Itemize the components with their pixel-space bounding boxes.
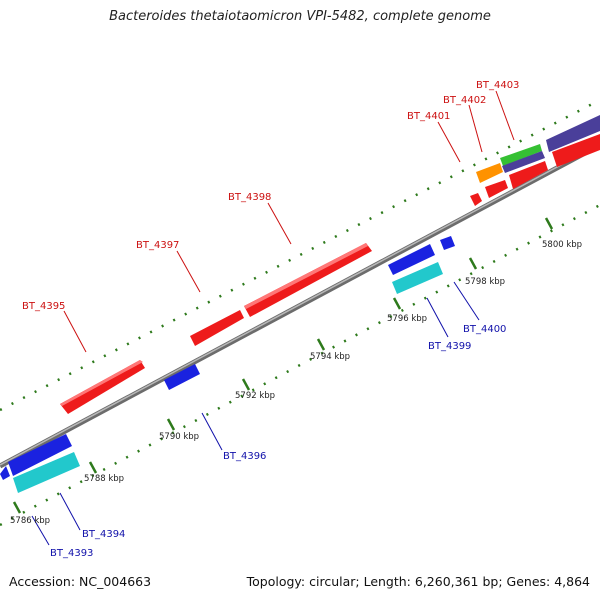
scale-label: 5788 kbp bbox=[84, 474, 124, 484]
gene-label-bt4394[interactable]: BT_4394 bbox=[82, 529, 125, 540]
cyan-gene-arrows bbox=[13, 262, 443, 493]
feature-arrow-purple[interactable] bbox=[502, 151, 545, 173]
reverse-tick-track bbox=[0, 203, 600, 527]
gene-arrow-bt4397[interactable] bbox=[190, 310, 244, 346]
scale-label: 5786 kbp bbox=[10, 516, 50, 526]
cyan-arrow-left[interactable] bbox=[13, 452, 80, 493]
gene-arrow-bt4393[interactable] bbox=[0, 466, 10, 480]
gene-arrow-bt4396[interactable] bbox=[164, 364, 200, 390]
gene-arrow-bt4403b[interactable] bbox=[509, 161, 548, 189]
gene-highlight bbox=[244, 243, 368, 309]
gene-label-bt4396[interactable]: BT_4396 bbox=[223, 451, 266, 462]
scale-label: 5790 kbp bbox=[159, 432, 199, 442]
map-title: Bacteroides thetaiotaomicron VPI-5482, c… bbox=[109, 9, 491, 24]
reverse-gene-labels: BT_4393 BT_4394 BT_4396 BT_4399 BT_4400 bbox=[50, 324, 506, 559]
scale-label: 5796 kbp bbox=[387, 314, 427, 324]
gene-arrow-bt4399[interactable] bbox=[388, 244, 435, 275]
label-leaders bbox=[31, 90, 515, 546]
gene-label-bt4397[interactable]: BT_4397 bbox=[136, 240, 179, 251]
feature-arrow-orange[interactable] bbox=[476, 163, 503, 183]
gene-label-bt4403[interactable]: BT_4403 bbox=[476, 80, 519, 91]
feature-arrows bbox=[476, 115, 600, 183]
gene-arrow-bt4402b[interactable] bbox=[485, 180, 508, 198]
gene-label-bt4399[interactable]: BT_4399 bbox=[428, 341, 471, 352]
gene-label-bt4398[interactable]: BT_4398 bbox=[228, 192, 271, 203]
scale-label: 5794 kbp bbox=[310, 352, 350, 362]
scale-labels: 5786 kbp 5788 kbp 5790 kbp 5792 kbp 5794… bbox=[10, 240, 582, 526]
feature-arrow-green[interactable] bbox=[500, 144, 542, 166]
reverse-gene-arrows bbox=[0, 236, 455, 480]
scale-label: 5798 kbp bbox=[465, 277, 505, 287]
gene-label-bt4401[interactable]: BT_4401 bbox=[407, 111, 450, 122]
forward-tick-track bbox=[0, 98, 600, 412]
gene-arrow-edge[interactable] bbox=[552, 134, 600, 167]
accession-text: Accession: NC_004663 bbox=[9, 574, 152, 589]
genome-summary-text: Topology: circular; Length: 6,260,361 bp… bbox=[246, 574, 590, 589]
gene-arrow-bt4398[interactable] bbox=[244, 243, 372, 317]
gene-label-bt4395[interactable]: BT_4395 bbox=[22, 301, 65, 312]
forward-gene-labels: BT_4395 BT_4397 BT_4398 BT_4401 BT_4402 … bbox=[22, 80, 519, 312]
gene-arrow-bt4394[interactable] bbox=[8, 434, 72, 476]
feature-arrow-purple-edge[interactable] bbox=[546, 115, 600, 152]
gene-arrow-bt4401[interactable] bbox=[470, 193, 482, 206]
forward-gene-arrows bbox=[60, 134, 600, 414]
scale-ticks bbox=[12, 217, 554, 514]
scale-label: 5800 kbp bbox=[542, 240, 582, 250]
genome-backbone bbox=[0, 142, 600, 469]
gene-label-bt4402[interactable]: BT_4402 bbox=[443, 95, 486, 106]
gene-arrow-bt4395[interactable] bbox=[60, 360, 145, 414]
gene-label-bt4393[interactable]: BT_4393 bbox=[50, 548, 93, 559]
gene-arrow-bt4400[interactable] bbox=[440, 236, 455, 250]
gene-label-bt4400[interactable]: BT_4400 bbox=[463, 324, 506, 335]
cyan-arrow-right[interactable] bbox=[392, 262, 443, 294]
scale-label: 5792 kbp bbox=[235, 391, 275, 401]
gene-highlight bbox=[60, 360, 143, 406]
